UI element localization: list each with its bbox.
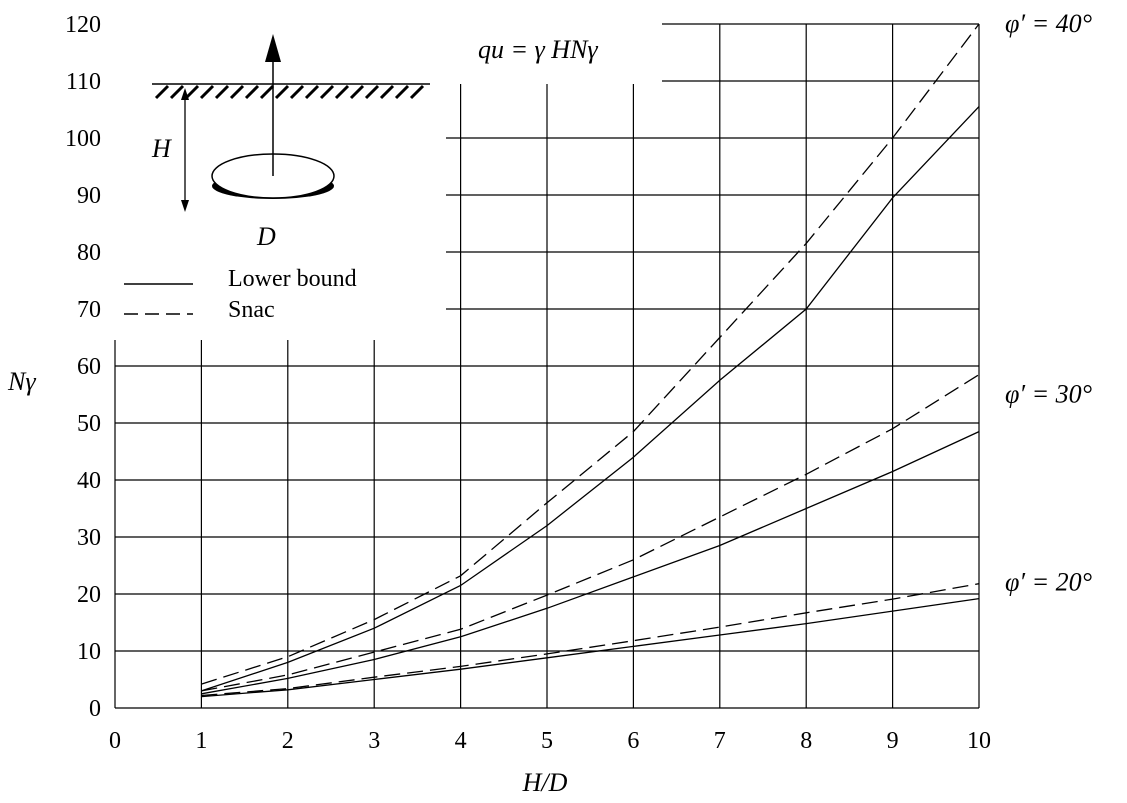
hatch-mark: [394, 84, 410, 100]
formula-label: qu = γ HNγ: [478, 35, 598, 64]
x-tick-label: 1: [195, 728, 207, 754]
curve-label-phi: φ′ = 30°: [1005, 380, 1092, 409]
legend: Lower bound Snac: [124, 266, 357, 323]
y-tick-label: 120: [65, 12, 101, 38]
series-layer: [201, 23, 980, 698]
legend-label-snac: Snac: [228, 297, 275, 323]
hatch-mark: [274, 84, 290, 100]
hatch-mark: [289, 84, 305, 100]
x-tick-label: 8: [800, 728, 812, 754]
hatch-mark: [169, 84, 185, 100]
hatch-mark: [409, 84, 425, 100]
hatch-mark: [379, 84, 395, 100]
curve-label-phi: φ′ = 20°: [1005, 568, 1092, 597]
hatch-mark: [304, 84, 320, 100]
curve-labels: φ′ = 40° φ′ = 30° φ′ = 20°: [1005, 9, 1092, 597]
curve-label-phi: φ′ = 40°: [1005, 9, 1092, 38]
series-line-phi-40-dashed: [201, 23, 980, 685]
x-tick-label: 7: [714, 728, 726, 754]
hatch-mark: [364, 84, 380, 100]
formula-background: [446, 22, 662, 84]
hatch-mark: [319, 84, 335, 100]
H-label: H: [151, 134, 172, 163]
grid: [114, 23, 980, 709]
inset-diagram: H D: [151, 34, 430, 251]
y-tick-label: 40: [77, 468, 101, 494]
series-line-phi-20-dashed: [201, 583, 980, 697]
x-tick-label: 3: [368, 728, 380, 754]
y-tick-label: 0: [89, 696, 101, 722]
y-tick-label: 70: [77, 297, 101, 323]
hatch-mark: [229, 84, 245, 100]
H-arrow-up-icon: [181, 88, 189, 100]
y-tick-label: 90: [77, 183, 101, 209]
y-tick-label: 20: [77, 582, 101, 608]
hatch-mark: [199, 84, 215, 100]
y-tick-label: 30: [77, 525, 101, 551]
x-tick-label: 9: [887, 728, 899, 754]
hatch-mark: [349, 84, 365, 100]
x-tick-label: 6: [627, 728, 639, 754]
legend-label-lower-bound: Lower bound: [228, 266, 357, 292]
x-axis-label: H/D: [522, 768, 568, 797]
hatch-mark: [214, 84, 230, 100]
y-tick-label: 80: [77, 240, 101, 266]
y-tick-label: 50: [77, 411, 101, 437]
hatch-mark: [259, 84, 275, 100]
series-line-phi-30-dashed: [201, 374, 980, 692]
y-tick-label: 100: [65, 126, 101, 152]
x-tick-label: 10: [967, 728, 991, 754]
y-tick-label: 110: [66, 69, 101, 95]
hatch-mark: [154, 84, 170, 100]
hatch-mark: [184, 84, 200, 100]
hatch-mark: [334, 84, 350, 100]
x-tick-label: 5: [541, 728, 553, 754]
x-tick-label: 2: [282, 728, 294, 754]
uplift-arrow-icon: [265, 34, 281, 62]
series-line-phi-40-solid: [201, 106, 980, 692]
y-tick-label: 60: [77, 354, 101, 380]
series-line-phi-20-solid: [201, 597, 980, 698]
hatch-mark: [244, 84, 260, 100]
D-label: D: [256, 222, 276, 251]
H-arrow-down-icon: [181, 200, 189, 212]
y-axis-label: Nγ: [7, 367, 36, 396]
y-tick-label: 10: [77, 639, 101, 665]
x-tick-label: 4: [455, 728, 467, 754]
x-tick-label: 0: [109, 728, 121, 754]
series-line-phi-30-solid: [201, 431, 980, 695]
ground-hatch: [154, 84, 425, 100]
